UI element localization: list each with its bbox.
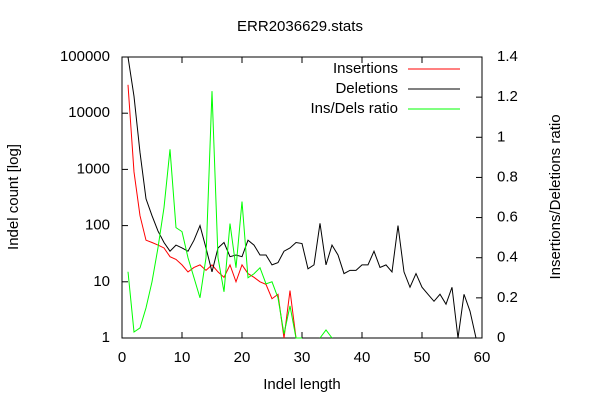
y2-tick-label: 1.4 (497, 48, 518, 65)
x-tick-label: 30 (294, 349, 311, 366)
y-tick-label: 100 (85, 217, 110, 234)
x-tick-label: 20 (234, 349, 251, 366)
y2-tick-label: 1 (497, 128, 505, 145)
y-axis-label: Indel count [log] (5, 144, 22, 250)
x-tick-label: 10 (174, 349, 191, 366)
y-tick-label: 1 (102, 329, 110, 346)
x-tick-label: 60 (474, 349, 491, 366)
y2-tick-label: 0.6 (497, 209, 518, 226)
y2-tick-label: 0 (497, 329, 505, 346)
y-tick-label: 1000 (77, 160, 110, 177)
x-tick-label: 50 (414, 349, 431, 366)
series-line (127, 56, 477, 339)
legend-label: Deletions (335, 80, 398, 97)
x-axis-label: Indel length (263, 376, 341, 393)
series-line (127, 91, 333, 339)
x-tick-label: 0 (118, 349, 126, 366)
y-tick-label: 10 (93, 273, 110, 290)
y2-axis-label: Insertions/Deletions ratio (547, 114, 564, 279)
y-tick-label: 100000 (60, 48, 110, 65)
x-tick-label: 40 (354, 349, 371, 366)
y2-tick-label: 0.2 (497, 289, 518, 306)
series-line (127, 84, 302, 339)
legend-label: Ins/Dels ratio (310, 100, 398, 117)
y-tick-label: 10000 (68, 104, 110, 121)
y2-tick-label: 1.2 (497, 88, 518, 105)
chart-title: ERR2036629.stats (237, 18, 363, 35)
y2-tick-label: 0.8 (497, 168, 518, 185)
y2-tick-label: 0.4 (497, 249, 518, 266)
plot-border (121, 56, 483, 339)
legend-label: Insertions (333, 60, 398, 77)
